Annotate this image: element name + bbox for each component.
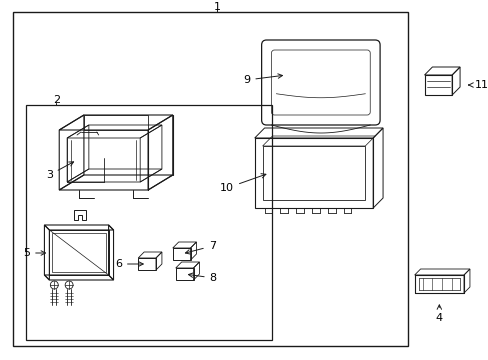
Bar [175,268,193,280]
Bar [254,138,372,208]
Bar [13,12,407,346]
Text: 11: 11 [468,80,488,90]
Text: 2: 2 [53,95,60,105]
Text: 4: 4 [435,305,442,323]
Bar [424,75,451,95]
Text: 8: 8 [188,273,216,283]
Text: 10: 10 [220,174,265,193]
Bar [262,146,365,200]
Text: 1: 1 [213,2,220,12]
Text: 6: 6 [115,259,143,269]
Text: 7: 7 [185,241,215,254]
Bar [172,248,190,260]
Bar [25,105,272,340]
Text: 9: 9 [243,74,282,85]
Text: 3: 3 [46,162,74,180]
Text: 5: 5 [23,248,45,258]
Bar [138,258,156,270]
